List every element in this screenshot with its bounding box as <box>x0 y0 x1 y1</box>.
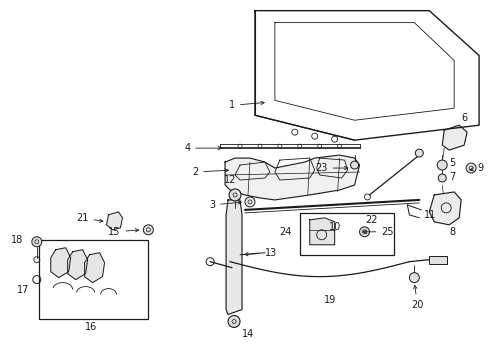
Text: 9: 9 <box>469 163 482 173</box>
Polygon shape <box>51 248 71 278</box>
Text: 11: 11 <box>424 210 436 220</box>
Text: 14: 14 <box>242 329 254 339</box>
Circle shape <box>359 227 369 237</box>
Text: 12: 12 <box>224 175 236 185</box>
Bar <box>39 240 148 319</box>
Polygon shape <box>441 125 466 150</box>
Text: 24: 24 <box>279 227 291 237</box>
Text: 19: 19 <box>323 294 335 305</box>
Polygon shape <box>224 155 359 200</box>
Text: 5: 5 <box>448 158 454 168</box>
Polygon shape <box>225 200 242 315</box>
Bar <box>299 213 394 255</box>
Circle shape <box>227 315 240 328</box>
Bar <box>428 256 447 264</box>
Text: 2: 2 <box>191 167 228 177</box>
Circle shape <box>436 160 447 170</box>
Circle shape <box>143 225 153 235</box>
Text: 6: 6 <box>460 113 467 123</box>
Text: 1: 1 <box>228 100 264 110</box>
Text: 3: 3 <box>208 200 241 210</box>
Polygon shape <box>428 192 460 225</box>
Text: 18: 18 <box>11 235 23 245</box>
Text: 16: 16 <box>84 323 97 332</box>
Circle shape <box>408 273 419 283</box>
Text: 17: 17 <box>17 284 29 294</box>
Circle shape <box>228 189 241 201</box>
Circle shape <box>32 237 41 247</box>
Circle shape <box>350 161 358 169</box>
Polygon shape <box>84 253 104 283</box>
Text: 7: 7 <box>448 172 454 182</box>
Text: 20: 20 <box>410 285 423 310</box>
Text: 8: 8 <box>448 227 454 237</box>
Polygon shape <box>106 212 122 230</box>
Circle shape <box>465 163 475 173</box>
Circle shape <box>414 149 423 157</box>
Polygon shape <box>309 218 334 245</box>
Text: 23: 23 <box>315 163 347 173</box>
Text: 4: 4 <box>183 143 221 153</box>
Text: 21: 21 <box>76 213 102 223</box>
Text: 25: 25 <box>363 227 393 237</box>
Text: 10: 10 <box>328 222 340 232</box>
Circle shape <box>244 197 254 207</box>
Text: 22: 22 <box>365 215 377 225</box>
Text: 13: 13 <box>244 248 277 258</box>
Polygon shape <box>67 250 87 280</box>
Circle shape <box>437 174 446 182</box>
Text: 15: 15 <box>108 227 139 237</box>
